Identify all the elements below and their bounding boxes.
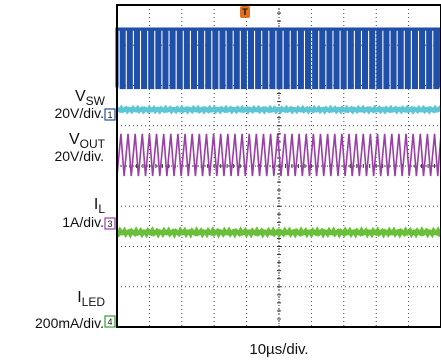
channel-marker bbox=[104, 315, 116, 328]
trace-vsw bbox=[115, 27, 441, 90]
channel-scale: 20V/div. bbox=[54, 105, 104, 121]
channel-marker-label: 1 bbox=[107, 110, 112, 120]
channel-marker bbox=[104, 217, 116, 230]
channel-name: IL bbox=[94, 196, 105, 216]
channel-scale: 200mA/div. bbox=[35, 315, 104, 331]
plot-frame bbox=[116, 4, 441, 328]
trace-iled bbox=[115, 226, 441, 239]
channel-marker bbox=[104, 108, 116, 121]
traces bbox=[115, 27, 441, 239]
trace-vout bbox=[115, 104, 441, 115]
channel-marker-label: 3 bbox=[107, 219, 112, 229]
channel-scale: 20V/div. bbox=[54, 148, 104, 164]
channel-name: VSW bbox=[75, 88, 106, 108]
x-axis-label: 10µs/div. bbox=[249, 341, 308, 358]
trace-il bbox=[116, 133, 441, 177]
channel-scale: 1A/div. bbox=[62, 214, 104, 230]
channel-name: VOUT bbox=[69, 131, 106, 151]
trigger-marker-label: T bbox=[242, 7, 248, 17]
trigger-marker: T bbox=[240, 6, 250, 18]
channel-marker-label: 4 bbox=[107, 317, 112, 327]
channel-name: ILED bbox=[77, 289, 105, 309]
